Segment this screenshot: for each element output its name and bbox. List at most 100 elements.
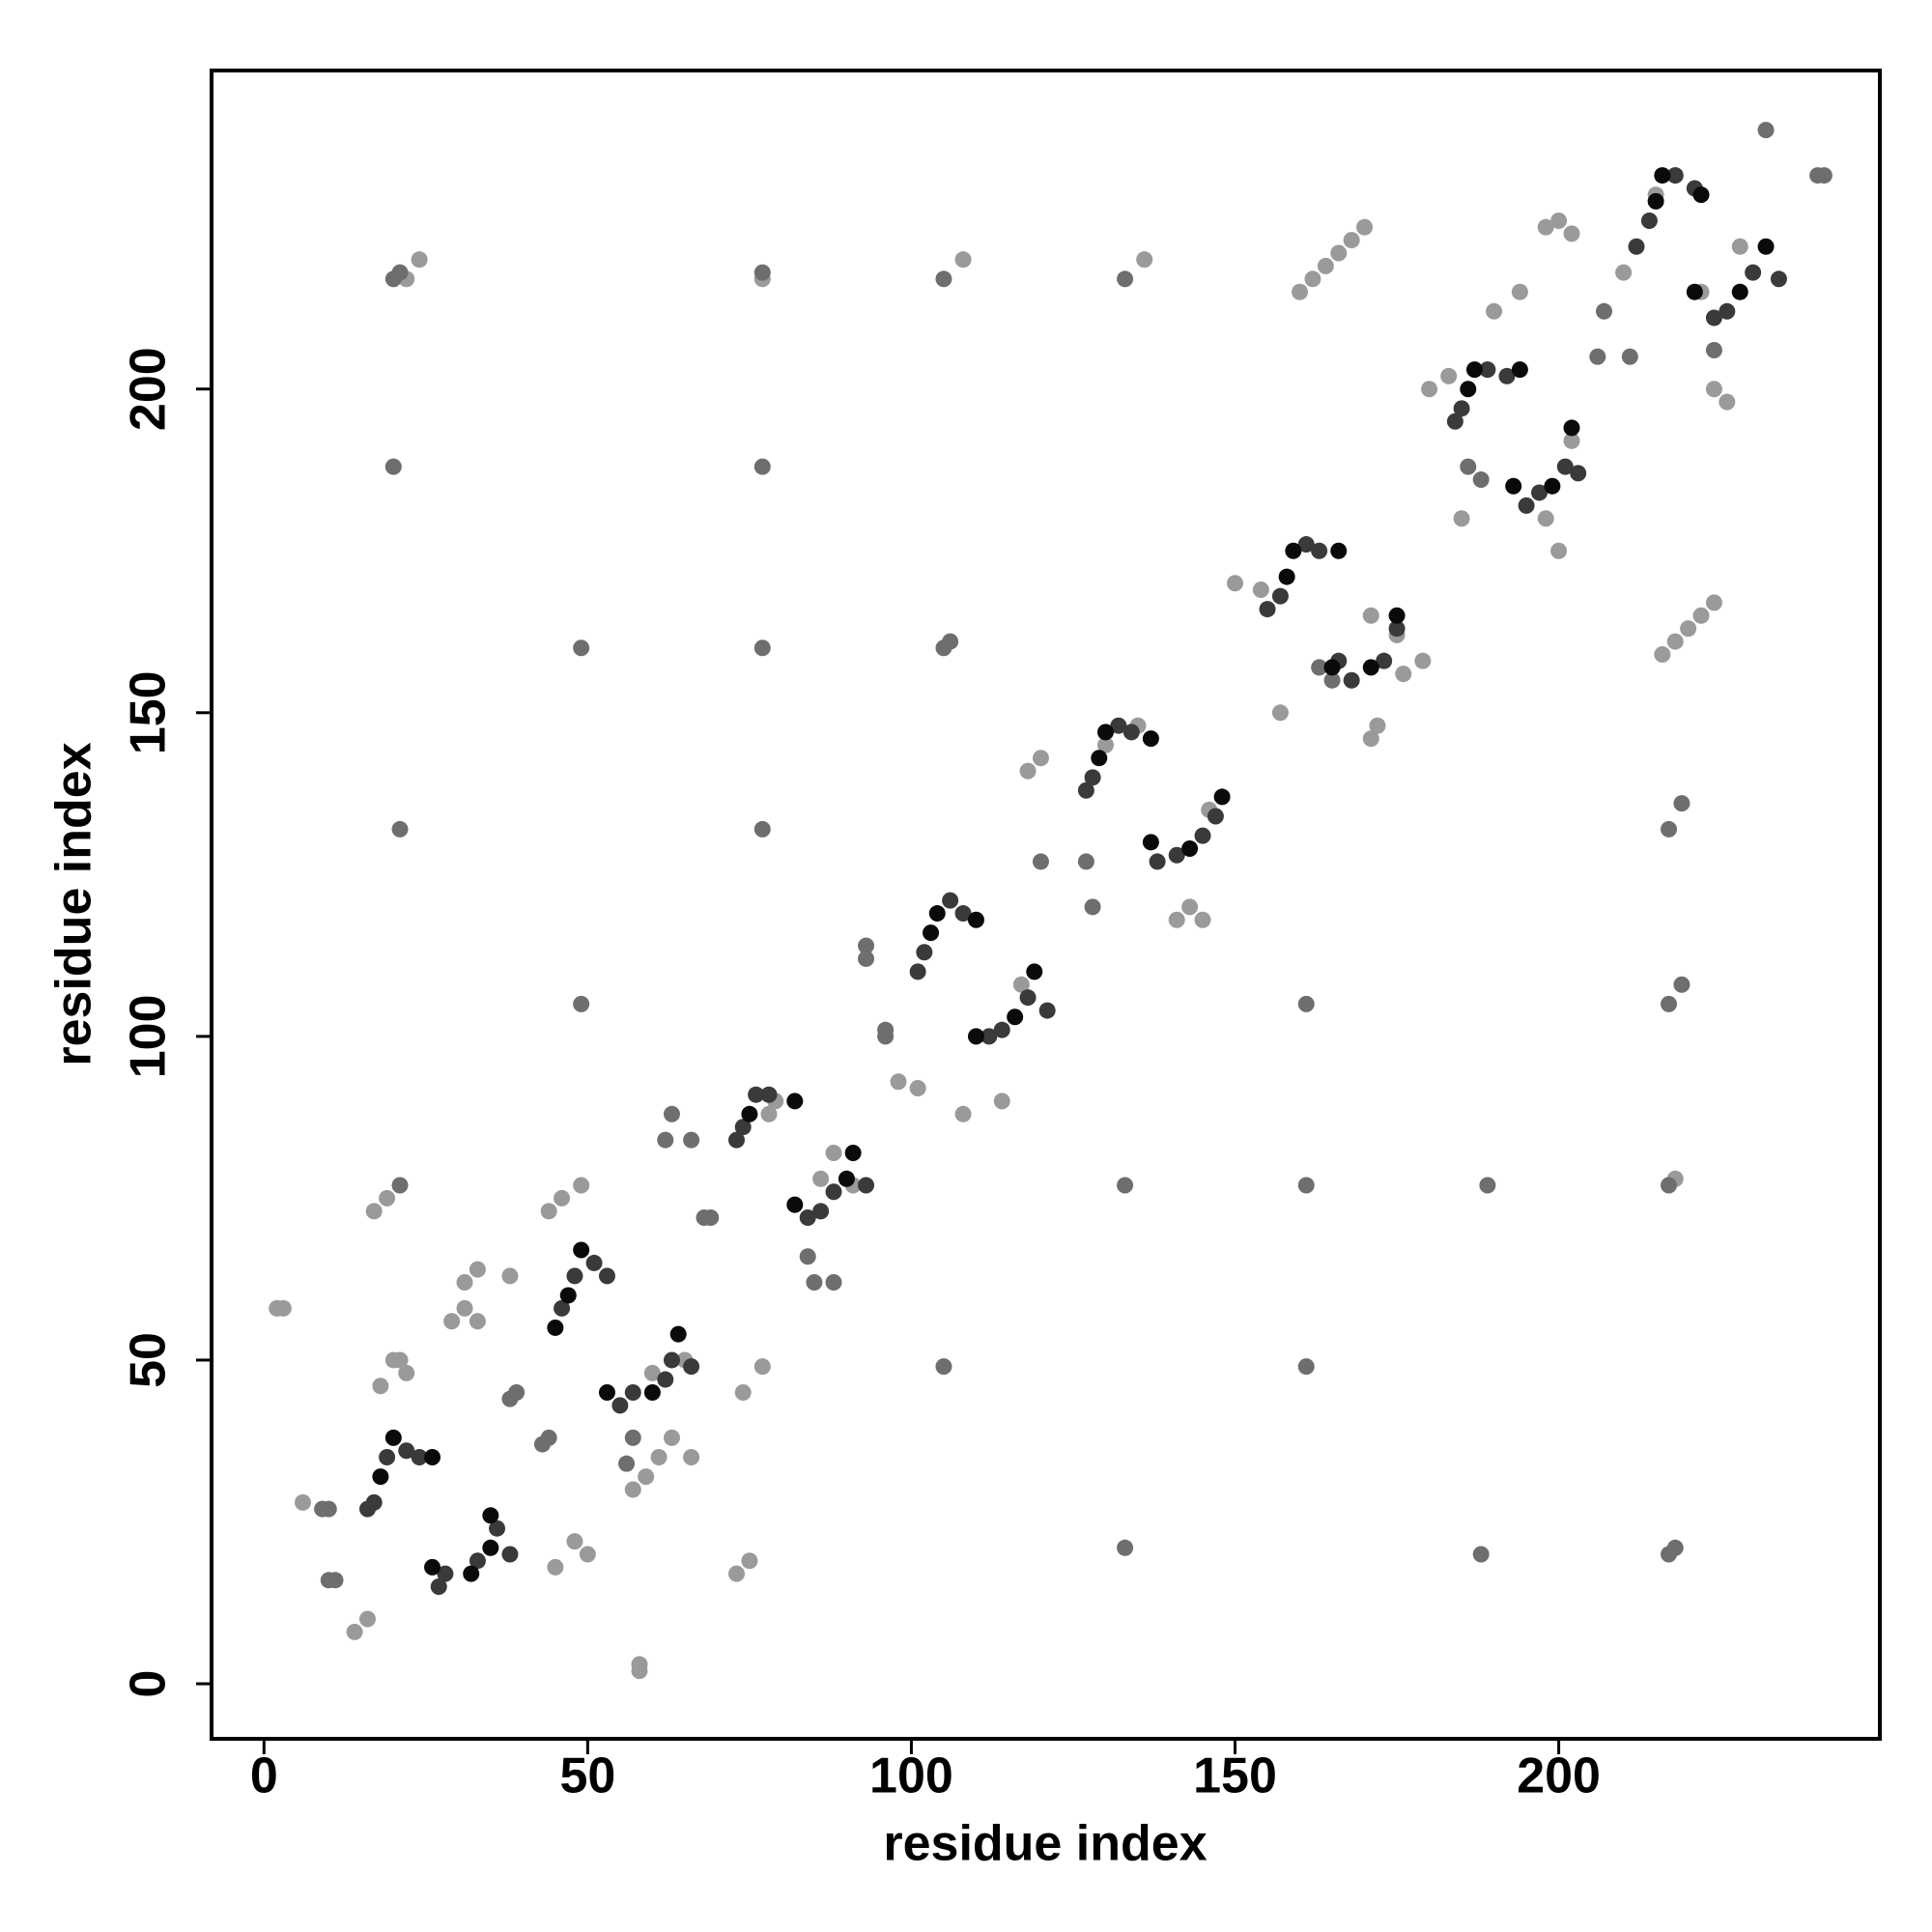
point (753, 639, 771, 657)
point (1673, 976, 1690, 993)
point (1537, 510, 1554, 527)
x-tick-label: 100 (869, 1748, 953, 1804)
point (753, 264, 771, 281)
point (1019, 762, 1037, 780)
point (398, 1442, 415, 1460)
point (1117, 1539, 1134, 1556)
point (753, 820, 771, 838)
point (384, 458, 402, 475)
point (391, 1177, 409, 1194)
point (1181, 840, 1199, 858)
point (753, 1358, 771, 1376)
point (1686, 283, 1703, 300)
point (1666, 167, 1684, 185)
point (1330, 244, 1348, 262)
point (566, 1533, 583, 1550)
x-axis-label: residue index (883, 1816, 1207, 1872)
point (1453, 400, 1470, 417)
point (1550, 212, 1568, 229)
x-tick-label: 150 (1193, 1748, 1277, 1804)
point (727, 1131, 745, 1149)
y-axis-label: residue index (46, 742, 102, 1065)
point (1271, 587, 1289, 605)
point (437, 1565, 454, 1582)
point (1692, 607, 1710, 624)
point (1692, 186, 1710, 204)
point (748, 1086, 765, 1103)
y-tick-label: 50 (121, 1332, 177, 1388)
point (1343, 232, 1360, 249)
point (1285, 542, 1302, 559)
point (1077, 781, 1094, 799)
point (1038, 1002, 1056, 1019)
point (1395, 666, 1412, 683)
point (669, 1325, 687, 1343)
point (909, 963, 926, 980)
point (967, 911, 984, 928)
point (391, 820, 409, 838)
point (1621, 348, 1638, 365)
point (657, 1131, 674, 1149)
point (1556, 458, 1574, 475)
point (1271, 704, 1289, 722)
point (1032, 750, 1049, 767)
y-tick-label: 150 (121, 670, 177, 754)
point (1563, 432, 1580, 449)
point (1421, 381, 1438, 398)
x-tick-label: 50 (559, 1748, 615, 1804)
point (489, 1520, 506, 1537)
point (411, 251, 428, 269)
point (1311, 659, 1328, 676)
point (638, 1468, 655, 1486)
point (579, 1546, 596, 1563)
point (398, 1364, 415, 1381)
point (1563, 225, 1580, 242)
point (1362, 730, 1379, 748)
point (760, 1105, 778, 1122)
point (1615, 264, 1633, 281)
point (1589, 348, 1606, 365)
point (1297, 995, 1315, 1012)
point (980, 1028, 998, 1045)
point (741, 1552, 758, 1570)
point (1297, 1177, 1315, 1194)
point (1705, 342, 1722, 359)
point (372, 1378, 389, 1395)
point (1227, 575, 1244, 592)
point (508, 1383, 526, 1401)
point (1096, 736, 1114, 753)
point (469, 1261, 486, 1278)
point (1117, 1177, 1134, 1194)
point (624, 1429, 641, 1446)
point (1096, 724, 1114, 741)
point (1654, 167, 1671, 185)
point (624, 1383, 641, 1401)
point (683, 1358, 700, 1376)
point (1498, 367, 1516, 384)
point (741, 1105, 758, 1122)
point (443, 1313, 461, 1330)
point (734, 1383, 752, 1401)
point (1465, 361, 1483, 379)
point (365, 1203, 383, 1220)
point (844, 1145, 862, 1162)
point (753, 458, 771, 475)
point (1479, 361, 1496, 379)
point (463, 1565, 480, 1582)
point (469, 1552, 486, 1570)
point (1323, 659, 1341, 676)
point (1323, 671, 1341, 689)
point (825, 1274, 842, 1292)
point (1297, 1358, 1315, 1376)
point (1077, 853, 1094, 870)
point (365, 1493, 383, 1511)
point (683, 1448, 700, 1465)
point (1661, 995, 1678, 1012)
point (825, 1183, 842, 1201)
point (1181, 898, 1199, 916)
point (1472, 1546, 1490, 1563)
point (1563, 419, 1580, 437)
point (1356, 218, 1374, 236)
y-tick-label: 0 (121, 1670, 177, 1698)
